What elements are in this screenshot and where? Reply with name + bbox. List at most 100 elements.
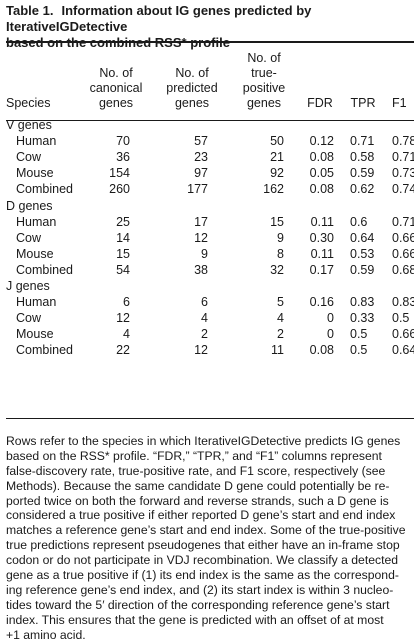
footnote-line: tides toward the 5′ direction of the cor…	[6, 597, 390, 612]
true-positive-cell: 32	[270, 262, 284, 277]
fdr-cell: 0.08	[309, 150, 334, 165]
true-positive-cell: 162	[263, 182, 284, 197]
bottom-rule	[6, 418, 414, 419]
fdr-cell: 0.17	[309, 262, 334, 277]
species-cell: Combined	[16, 343, 73, 358]
true-positive-cell: 9	[277, 230, 284, 245]
predicted-cell: 12	[194, 230, 208, 245]
species-cell: Mouse	[16, 166, 54, 181]
header-line: No. of	[247, 51, 281, 65]
canonical-cell: 54	[116, 262, 130, 277]
header-line: positive	[242, 81, 286, 95]
canonical-cell: 14	[116, 230, 130, 245]
canonical-cell: 25	[116, 214, 130, 229]
tpr-cell: 0.64	[350, 230, 375, 245]
f1-cell: 0.66	[392, 327, 414, 342]
header-line: genes	[98, 96, 134, 110]
predicted-cell: 9	[201, 246, 208, 261]
predicted-cell: 177	[187, 182, 208, 197]
table-label: Table 1.	[6, 3, 54, 18]
species-cell: Mouse	[16, 246, 54, 261]
table-figure: Table 1. Information about IG genes predi…	[6, 3, 414, 642]
footnote-line: Rows refer to the species in which Itera…	[6, 434, 401, 448]
f1-cell: 0.66	[392, 230, 414, 245]
f1-cell: 0.5	[392, 311, 410, 326]
f1-cell: 0.74	[392, 182, 414, 197]
species-cell: Combined	[16, 262, 73, 277]
group-header-row: V genes	[6, 117, 414, 133]
fdr-cell: 0.16	[309, 295, 334, 310]
table-footnote: Rows refer to the species in which Itera…	[6, 434, 414, 642]
header-line: No. of	[99, 66, 133, 80]
table-row: Mouse 4 2 2 0 0.5 0.66	[6, 326, 414, 342]
fdr-cell: 0	[327, 327, 334, 342]
tpr-cell: 0.71	[350, 134, 375, 149]
true-positive-cell: 5	[277, 295, 284, 310]
tpr-cell: 0.59	[350, 166, 375, 181]
table-caption: Table 1. Information about IG genes predi…	[6, 3, 410, 51]
ig-genes-table: Species No. of canonical genes No. of predi…	[6, 47, 414, 358]
canonical-cell: 22	[116, 343, 130, 358]
true-positive-cell: 15	[270, 214, 284, 229]
table-row: Human 6 6 5 0.16 0.83 0.83	[6, 294, 414, 310]
true-positive-cell: 8	[277, 246, 284, 261]
header-canonical: No. of canonical genes	[78, 47, 154, 117]
footnote-line: considered a true positive if either rep…	[6, 508, 396, 523]
table-row: Cow 12 4 4 0 0.33 0.5	[6, 310, 414, 326]
table-row: Combined 22 12 11 0.08 0.5 0.64	[6, 342, 414, 358]
predicted-cell: 97	[194, 166, 208, 181]
canonical-cell: 70	[116, 134, 130, 149]
fdr-cell: 0.30	[309, 230, 334, 245]
f1-cell: 0.83	[392, 295, 414, 310]
tpr-cell: 0.5	[350, 343, 368, 358]
predicted-cell: 17	[194, 214, 208, 229]
footnote-line: ing reference gene’s end index, and (2) …	[6, 582, 394, 597]
f1-cell: 0.68	[392, 262, 414, 277]
f1-cell: 0.73	[392, 166, 414, 181]
species-cell: Cow	[16, 230, 42, 245]
footnote-line: false-discovery rate, true-positive rate…	[6, 463, 386, 478]
tpr-cell: 0.6	[350, 214, 368, 229]
tpr-cell: 0.62	[350, 182, 375, 197]
canonical-cell: 36	[116, 150, 130, 165]
predicted-cell: 6	[201, 295, 208, 310]
table-row: Combined 54 38 32 0.17 0.59 0.68	[6, 262, 414, 278]
group-label: J genes	[6, 278, 50, 293]
species-cell: Human	[16, 214, 57, 229]
group-label: V genes	[6, 118, 52, 133]
fdr-cell: 0.08	[309, 343, 334, 358]
table-row: Mouse 15 9 8 0.11 0.53 0.66	[6, 246, 414, 262]
fdr-cell: 0.11	[310, 246, 334, 261]
header-line: true-	[251, 66, 277, 80]
tpr-cell: 0.53	[350, 246, 375, 261]
species-cell: Cow	[16, 150, 42, 165]
predicted-cell: 57	[194, 134, 208, 149]
header-predicted: No. of predicted genes	[154, 47, 230, 117]
f1-cell: 0.71	[392, 150, 414, 165]
f1-cell: 0.66	[392, 246, 414, 261]
header-species: Species	[6, 96, 51, 110]
canonical-cell: 12	[116, 311, 130, 326]
table-row: Mouse 154 97 92 0.05 0.59 0.73	[6, 165, 414, 181]
group-header-row: J genes	[6, 278, 414, 294]
header-line: No. of	[175, 66, 209, 80]
table-row: Combined 260 177 162 0.08 0.62 0.74	[6, 181, 414, 197]
species-cell: Cow	[16, 311, 42, 326]
f1-cell: 0.71	[392, 214, 414, 229]
header-line: genes	[246, 96, 282, 110]
canonical-cell: 260	[109, 182, 130, 197]
table-row: Human 25 17 15 0.11 0.6 0.71	[6, 214, 414, 230]
footnote-line: ported twice on both the forward and rev…	[6, 493, 389, 508]
table-body: V genes Human 70 57 50 0.12 0.71 0.78 Cow 36 23 21 0…	[6, 117, 414, 358]
species-cell: Human	[16, 295, 57, 310]
true-positive-cell: 92	[270, 166, 284, 181]
tpr-cell: 0.33	[350, 311, 375, 326]
footnote-line: Methods). Because the same candidate D g…	[6, 478, 390, 493]
group-label: D genes	[6, 198, 53, 213]
predicted-cell: 2	[201, 327, 208, 342]
tpr-cell: 0.83	[350, 295, 375, 310]
group-header-row: D genes	[6, 197, 414, 213]
footnote-line: true predictions represent pseudogenes t…	[6, 538, 400, 553]
fdr-cell: 0.11	[310, 214, 334, 229]
predicted-cell: 38	[194, 262, 208, 277]
